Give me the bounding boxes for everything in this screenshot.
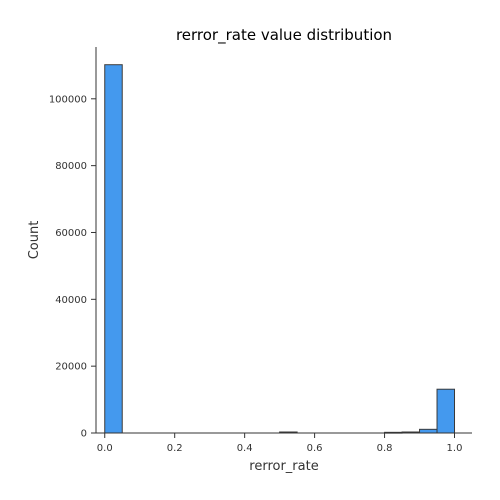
histogram-bar: [436, 388, 456, 434]
bars-group: [104, 64, 456, 434]
x-tick-label: 1.0: [447, 443, 463, 454]
x-tick-label: 0.4: [237, 443, 253, 454]
histogram-bar: [419, 428, 438, 434]
y-tick-label: 80000: [55, 161, 87, 172]
y-tick-label: 20000: [55, 362, 87, 373]
x-tick-label: 0.6: [307, 443, 323, 454]
y-axis-label: Count: [27, 221, 42, 260]
x-tick-label: 0.8: [377, 443, 393, 454]
x-axis-label: rerror_rate: [249, 459, 318, 474]
y-tick-label: 100000: [49, 94, 87, 105]
x-axis-ticks: 0.0 0.2 0.4 0.6 0.8 1.0: [97, 433, 463, 454]
y-tick-label: 0: [81, 429, 87, 440]
y-axis-ticks: 0 20000 40000 60000 80000 100000: [49, 94, 96, 440]
histogram-bar: [104, 64, 123, 434]
x-tick-label: 0.0: [97, 443, 113, 454]
y-tick-label: 60000: [55, 228, 87, 239]
y-tick-label: 40000: [55, 295, 87, 306]
chart-title: rerror_rate value distribution: [176, 26, 392, 45]
x-tick-label: 0.2: [167, 443, 183, 454]
